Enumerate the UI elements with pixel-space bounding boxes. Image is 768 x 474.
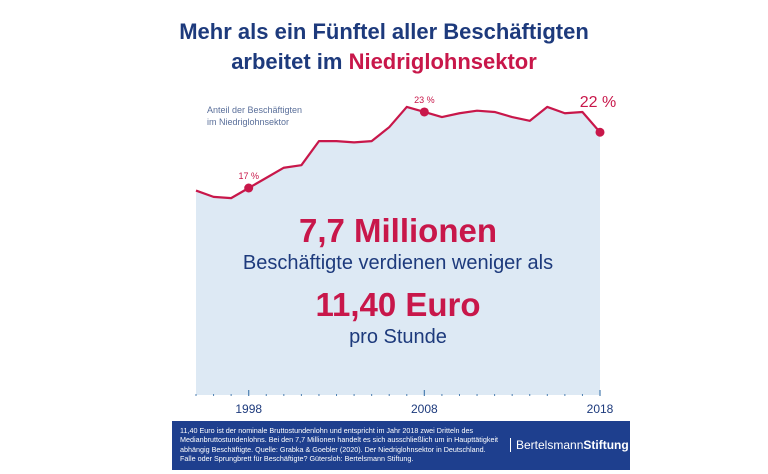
data-label: 22 % — [580, 94, 616, 111]
data-label: 17 % — [238, 171, 259, 181]
logo-regular: Bertelsmann — [516, 438, 584, 452]
x-tick-label: 2008 — [411, 402, 438, 416]
headline-amount: 11,40 Euro — [315, 286, 481, 323]
title-prefix: arbeitet im — [231, 49, 349, 74]
data-label: 23 % — [414, 95, 435, 105]
x-tick-label: 1998 — [235, 402, 262, 416]
source-note: 11,40 Euro ist der nominale Bruttostunde… — [180, 426, 499, 464]
headline-text: Beschäftigte verdienen weniger als — [242, 252, 554, 274]
footer: 11,40 Euro ist der nominale Bruttostunde… — [172, 421, 630, 470]
ylabel-line-2: im Niedriglohnsektor — [207, 117, 289, 127]
logo-bold: Stiftung — [583, 438, 629, 452]
data-point-marker — [595, 127, 605, 137]
area-fill — [196, 106, 600, 396]
data-point-marker — [419, 107, 429, 117]
ylabel-line-1: Anteil der Beschäftigten — [207, 105, 302, 115]
x-tick-label: 2018 — [587, 402, 614, 416]
title-highlight: Niedriglohnsektor — [348, 49, 537, 74]
bertelsmann-logo: BertelsmannStiftung — [510, 438, 629, 452]
data-point-marker — [244, 183, 254, 193]
title-line-1: Mehr als ein Fünftel aller Beschäftigten — [179, 19, 589, 44]
series-line — [195, 105, 601, 200]
title-line-2: arbeitet im Niedriglohnsektor — [0, 47, 768, 77]
headline-number: 7,7 Millionen — [298, 212, 498, 249]
chart-title: Mehr als ein Fünftel aller Beschäftigten… — [0, 17, 768, 77]
headline-per: pro Stunde — [349, 326, 447, 348]
